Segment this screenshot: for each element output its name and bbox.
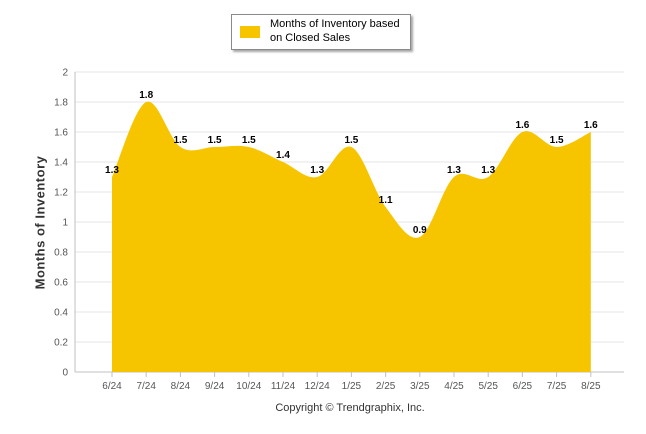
data-labels: 1.3 1.8 1.5 1.5 1.5 1.4 1.3 1.5 1.1 0.9 1.3 1.3 1.6 1…: [105, 90, 598, 236]
data-label: 1.5: [242, 135, 256, 146]
x-axis-ticks: 6/24 7/24 8/24 9/24 10/24 11/24 12/24 1/25 2/25 3…: [102, 372, 601, 392]
data-label: 1.6: [584, 120, 598, 131]
y-tick-label: 0.4: [54, 308, 68, 319]
data-label: 1.3: [447, 165, 461, 176]
copyright-footer: Copyright © Trendgraphix, Inc.: [275, 402, 425, 414]
x-tick-label: 5/25: [478, 381, 498, 392]
y-tick-label: 1.8: [54, 98, 68, 109]
x-tick-label: 7/25: [547, 381, 567, 392]
x-tick-label: 8/25: [581, 381, 601, 392]
data-label: 1.6: [515, 120, 529, 131]
y-tick-label: 0.2: [54, 338, 68, 349]
y-tick-label: 1.6: [54, 128, 68, 139]
x-tick-label: 2/25: [376, 381, 396, 392]
data-label: 1.5: [550, 135, 564, 146]
area-series: [112, 101, 591, 372]
y-tick-label: 1.2: [54, 188, 68, 199]
data-label: 1.3: [481, 165, 495, 176]
y-tick-label: 2: [62, 68, 68, 79]
x-tick-label: 9/24: [205, 381, 225, 392]
x-tick-label: 8/24: [171, 381, 191, 392]
y-tick-label: 1.4: [54, 158, 68, 169]
data-label: 1.5: [344, 135, 358, 146]
x-tick-label: 1/25: [342, 381, 362, 392]
y-axis-title: Months of Inventory: [32, 155, 48, 290]
data-label: 1.5: [208, 135, 222, 146]
area-fill: [112, 101, 591, 372]
data-label: 1.1: [379, 195, 393, 206]
x-tick-label: 12/24: [305, 381, 330, 392]
data-label: 1.4: [276, 150, 290, 161]
x-tick-label: 7/24: [136, 381, 156, 392]
x-tick-label: 11/24: [271, 381, 296, 392]
data-label: 1.3: [105, 165, 119, 176]
y-tick-label: 0: [62, 368, 68, 379]
y-tick-label: 0.8: [54, 248, 68, 259]
x-tick-label: 4/25: [444, 381, 464, 392]
legend-swatch: [240, 26, 260, 38]
data-label: 1.3: [310, 165, 324, 176]
x-tick-label: 10/24: [236, 381, 261, 392]
data-label: 1.8: [139, 90, 153, 101]
y-tick-label: 0.6: [54, 278, 68, 289]
data-label: 0.9: [413, 225, 427, 236]
x-tick-label: 3/25: [410, 381, 430, 392]
x-tick-label: 6/25: [513, 381, 533, 392]
legend: Months of Inventory based on Closed Sale…: [231, 14, 411, 50]
y-tick-label: 1: [62, 218, 68, 229]
x-tick-label: 6/24: [102, 381, 122, 392]
data-label: 1.5: [173, 135, 187, 146]
legend-label: Months of Inventory based on Closed Sale…: [270, 18, 400, 44]
y-axis-ticks: 0 0.2 0.4 0.6 0.8 1 1.2 1.4 1.6 1.8 2: [54, 68, 68, 379]
